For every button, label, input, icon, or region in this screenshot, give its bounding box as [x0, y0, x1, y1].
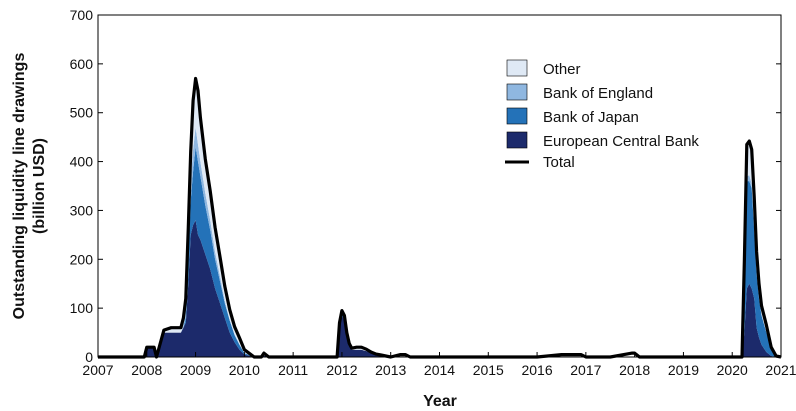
x-tick-label: 2013 [375, 362, 406, 378]
x-tick-label: 2009 [180, 362, 211, 378]
x-tick-label: 2010 [229, 362, 260, 378]
x-tick-label: 2017 [570, 362, 601, 378]
x-tick-label: 2007 [82, 362, 113, 378]
legend-swatch-bank-of-england [506, 83, 528, 101]
stacked-areas [98, 78, 781, 358]
y-axis: 0 100 200 300 400 500 600 700 [70, 7, 781, 365]
x-axis-title: Year [423, 393, 457, 410]
y-tick-label: 100 [70, 300, 94, 316]
legend-swatch-other [506, 59, 528, 77]
x-tick-label: 2019 [668, 362, 699, 378]
legend-label-bank-of-england: Bank of England [543, 85, 653, 102]
x-tick-label: 2015 [473, 362, 504, 378]
x-tick-label: 2014 [424, 362, 455, 378]
x-tick-label: 2011 [278, 362, 308, 378]
y-tick-label: 600 [70, 56, 94, 72]
y-tick-label: 200 [70, 251, 94, 267]
legend-swatch-bank-of-japan [506, 107, 528, 125]
legend-swatch-ecb [506, 131, 528, 149]
y-tick-label: 500 [70, 105, 94, 121]
x-tick-label: 2012 [326, 362, 357, 378]
y-tick-label: 400 [70, 154, 94, 170]
x-axis: 2007 2008 2009 2010 2011 2012 2013 2014 2015 2016… [82, 352, 796, 378]
legend: Other Bank of England Bank of Japan Euro… [505, 59, 699, 171]
legend-label-ecb: European Central Bank [543, 133, 699, 150]
x-tick-label: 2016 [521, 362, 552, 378]
y-axis-title: Outstanding liquidity line drawings [11, 53, 28, 320]
legend-label-bank-of-japan: Bank of Japan [543, 109, 639, 126]
legend-label-total: Total [543, 154, 575, 171]
x-tick-label: 2021 [765, 362, 796, 378]
y-tick-label: 700 [70, 7, 94, 23]
x-tick-label: 2008 [131, 362, 162, 378]
y-tick-label: 0 [85, 349, 93, 365]
y-tick-label: 300 [70, 202, 94, 218]
legend-label-other: Other [543, 61, 581, 78]
x-tick-label: 2020 [717, 362, 748, 378]
x-tick-label: 2018 [619, 362, 650, 378]
area-ecb [98, 220, 781, 357]
y-axis-title-unit: (billion USD) [31, 138, 48, 234]
